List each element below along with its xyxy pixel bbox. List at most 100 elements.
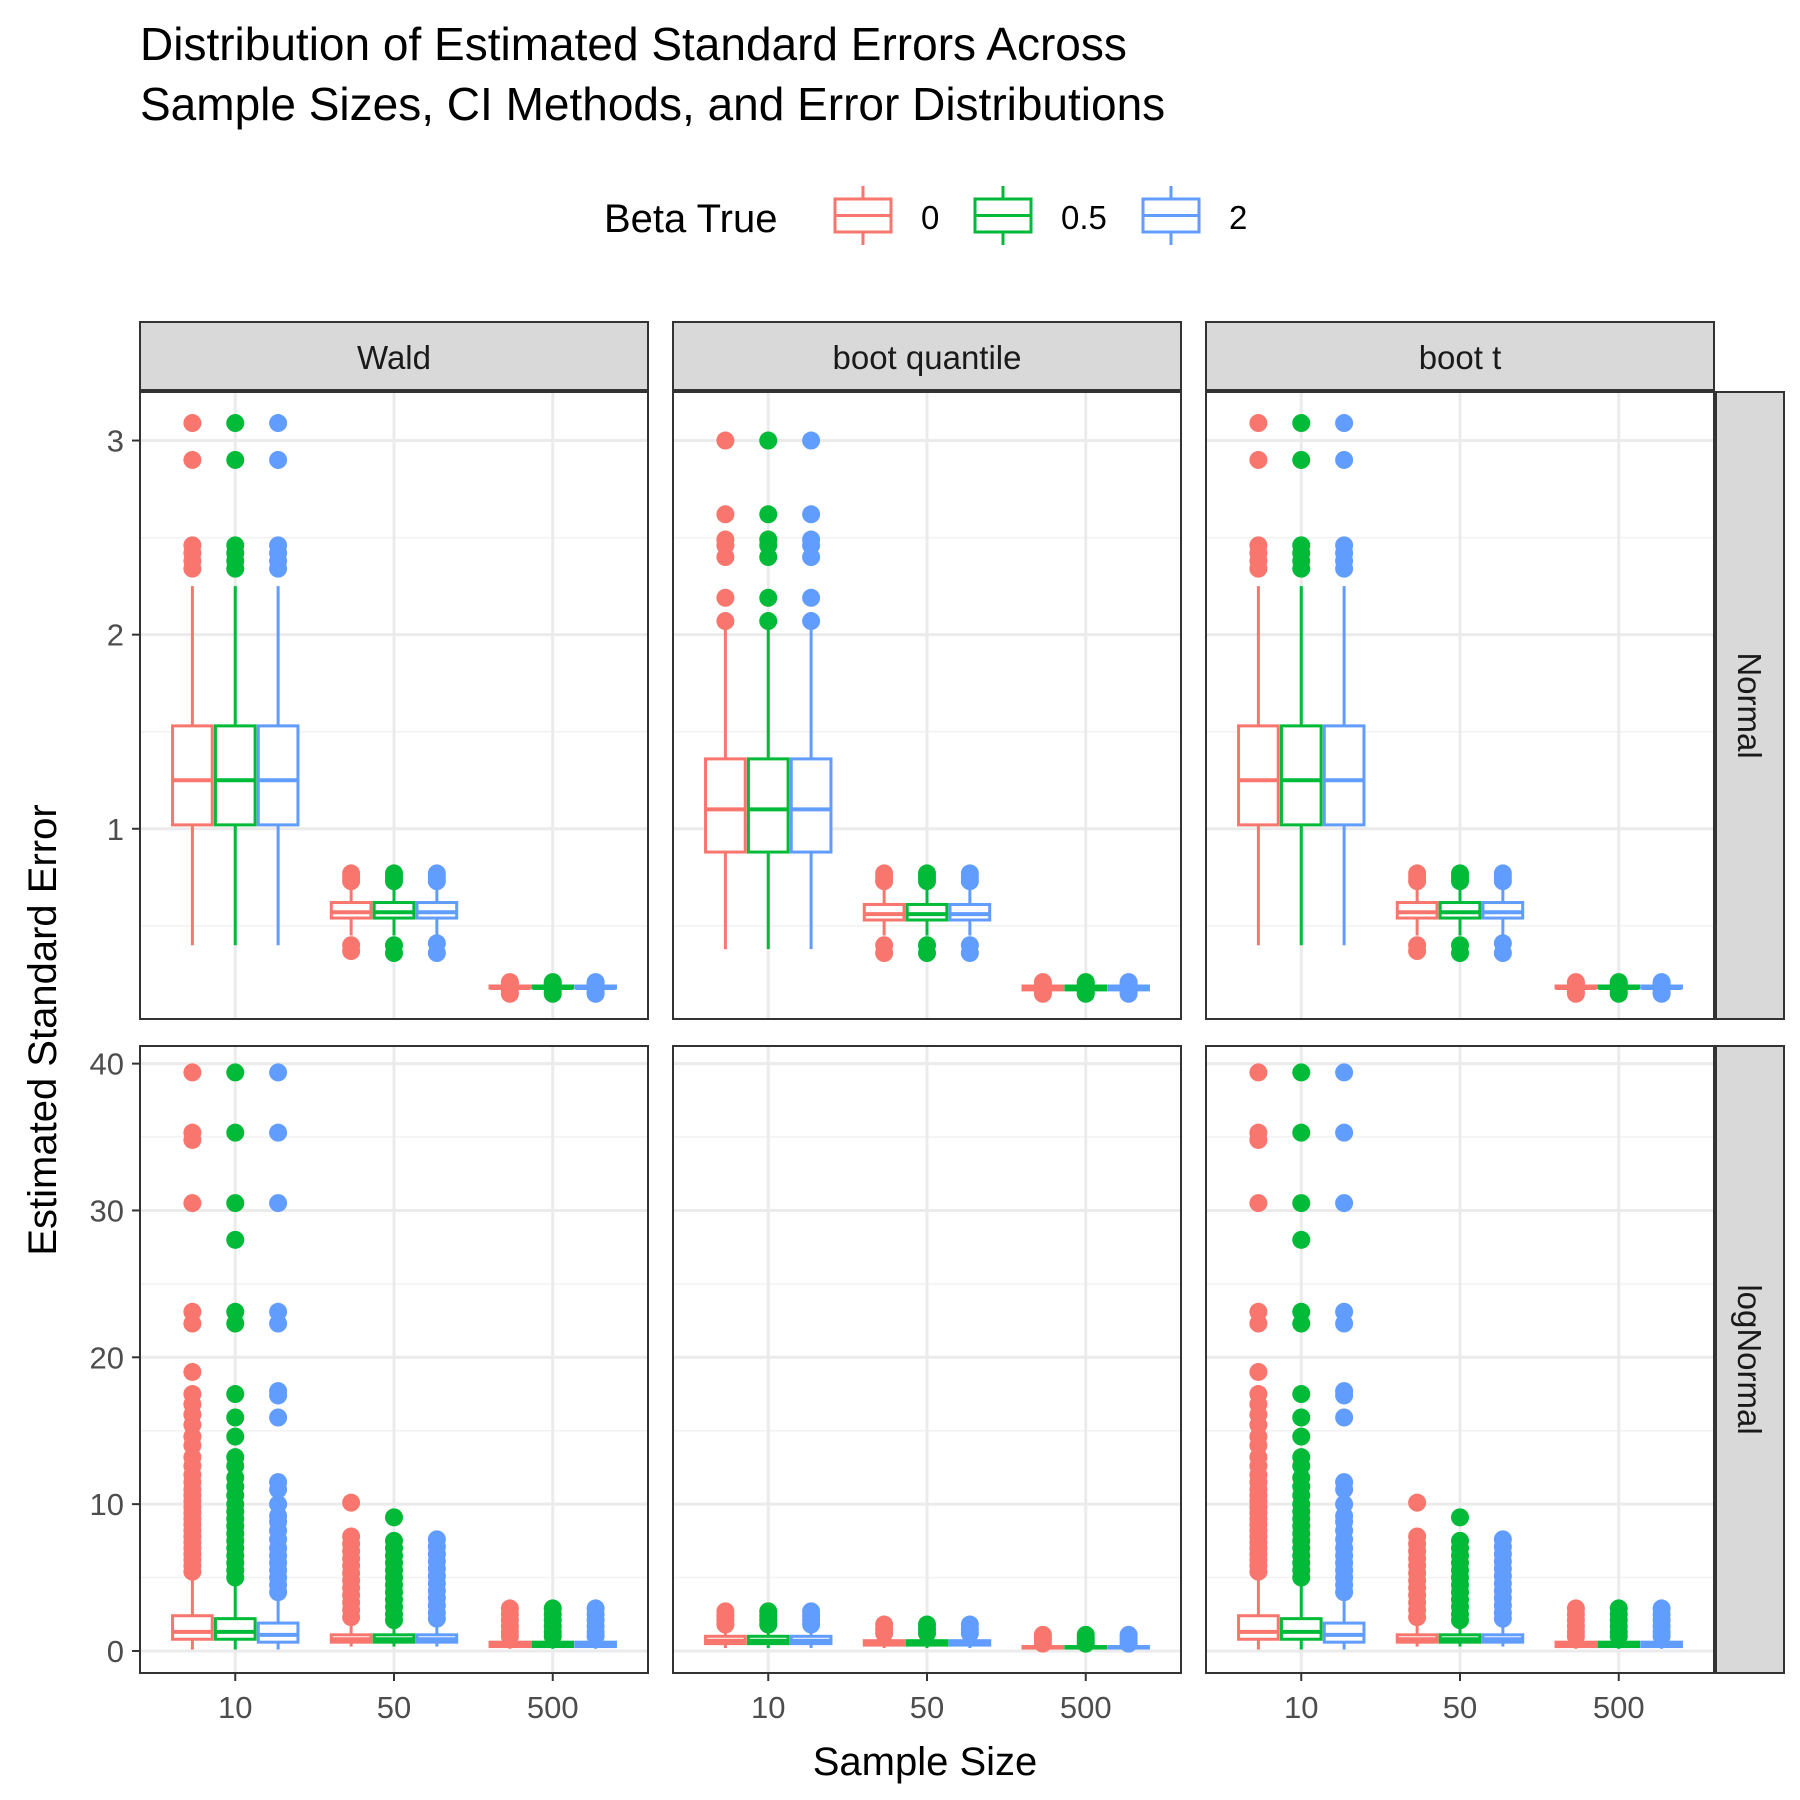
- outlier-point: [1292, 1063, 1311, 1082]
- boxplot-beta-0-5: [213, 1063, 257, 1650]
- box-group-n-10: [704, 431, 833, 950]
- outlier-point: [1249, 1362, 1268, 1381]
- boxplot-beta-0: [329, 1493, 373, 1647]
- outlier-point: [1292, 1408, 1311, 1427]
- box: [704, 757, 747, 854]
- outlier-point: [269, 1583, 288, 1602]
- x-tick-label: 500: [527, 1690, 579, 1725]
- outlier-point: [1451, 1508, 1469, 1527]
- outlier-point: [385, 944, 403, 962]
- boxplot-beta-0-5: [1279, 1063, 1323, 1650]
- outlier-point: [1493, 944, 1512, 962]
- outlier-point: [226, 1123, 245, 1142]
- panel-border: [139, 391, 649, 1020]
- facet-strip-wald: Wald: [139, 321, 649, 391]
- outlier-point: [1292, 1568, 1311, 1587]
- strip-label: boot quantile: [833, 339, 1022, 376]
- outlier-point: [1451, 1611, 1469, 1630]
- strip-background: [672, 321, 1182, 391]
- outlier-point: [1292, 1385, 1311, 1404]
- outlier-point: [1033, 984, 1052, 1003]
- boxplot-beta-2: [415, 864, 459, 962]
- box-group-n-50: [329, 864, 459, 962]
- boxplot-beta-0: [704, 1602, 747, 1649]
- outlier-point: [1566, 984, 1585, 1003]
- boxplot-beta-0-5: [905, 1615, 949, 1649]
- boxplot-beta-0: [171, 414, 214, 946]
- outlier-point: [1249, 450, 1268, 469]
- legend-entry-0-5: 0.5: [973, 186, 1107, 245]
- y-tick-label: 2: [107, 618, 124, 653]
- boxplot-beta-2: [256, 414, 300, 946]
- y-axis-lognormal: 0 10 20 30 40: [90, 1047, 140, 1669]
- outlier-point: [269, 1386, 288, 1405]
- box-group-n-10: [704, 1602, 833, 1649]
- outlier-point: [183, 1362, 202, 1381]
- panel-lognormal-boot-t: [1205, 1045, 1715, 1674]
- outlier-point: [716, 505, 735, 524]
- boxplot-beta-0-5: [372, 1508, 416, 1647]
- outlier-point: [960, 1624, 979, 1643]
- outlier-point: [1249, 1314, 1268, 1333]
- outlier-point: [1033, 1634, 1052, 1653]
- box: [1322, 1621, 1366, 1644]
- outlier-point: [183, 559, 202, 578]
- outlier-point: [1249, 559, 1268, 578]
- boxplot-beta-0-5: [213, 414, 257, 946]
- outlier-point: [342, 872, 361, 891]
- outlier-point: [1119, 1634, 1138, 1653]
- outlier-point: [500, 1627, 519, 1646]
- outlier-point: [226, 1385, 245, 1404]
- outlier-point: [183, 450, 202, 469]
- box-group-n-10: [171, 414, 300, 946]
- outlier-point: [269, 1314, 288, 1333]
- y-tick-label: 40: [90, 1047, 124, 1082]
- x-tick-label: 500: [1593, 1690, 1645, 1725]
- boxplot-beta-0-5: [1597, 1599, 1641, 1649]
- boxplot-beta-0: [862, 1615, 906, 1649]
- boxplot-beta-2: [1322, 414, 1366, 946]
- boxplot-beta-0-5: [1064, 973, 1108, 1003]
- boxplot-beta-0-5: [1597, 973, 1641, 1003]
- outlier-point: [1292, 559, 1311, 578]
- outlier-point: [1652, 984, 1671, 1003]
- boxplot-beta-2: [1107, 1625, 1150, 1653]
- box-group-n-10: [1237, 1063, 1366, 1650]
- outlier-point: [427, 1609, 446, 1628]
- boxplot-beta-2: [1481, 1530, 1525, 1647]
- boxplot-beta-2: [789, 1602, 833, 1649]
- outlier-point: [226, 1408, 245, 1427]
- outlier-point: [759, 548, 778, 566]
- strip-label: Wald: [357, 339, 431, 376]
- box: [1279, 1617, 1323, 1641]
- outlier-point: [875, 1624, 894, 1643]
- outlier-point: [342, 942, 361, 961]
- y-axis-normal: 1 2 3: [107, 424, 140, 847]
- strip-background: [1715, 391, 1785, 1020]
- boxplot-beta-2: [256, 1063, 300, 1650]
- box-group-n-500: [1021, 1625, 1150, 1653]
- box: [213, 724, 257, 827]
- legend-entry-2: 2: [1141, 186, 1247, 245]
- outlier-point: [226, 1314, 245, 1333]
- boxplot-beta-2: [1640, 1599, 1683, 1649]
- strip-background: [1715, 1045, 1785, 1674]
- outlier-point: [1335, 1408, 1354, 1427]
- boxplot-beta-0: [1237, 1063, 1280, 1650]
- box-group-n-500: [1554, 1599, 1683, 1649]
- strip-label: logNormal: [1731, 1284, 1768, 1434]
- facet-panels: Wald boot quantile boot t Normal 1 2 3 logNorma…: [90, 321, 1785, 1725]
- x-axis-boot-t: 10 50 500: [1284, 1673, 1645, 1725]
- outlier-point: [1335, 1123, 1354, 1142]
- outlier-point: [543, 1627, 562, 1646]
- outlier-point: [875, 872, 894, 891]
- boxplot-beta-0-5: [1064, 1625, 1108, 1653]
- outlier-point: [1076, 1634, 1095, 1653]
- box: [171, 724, 214, 827]
- y-tick-label: 0: [107, 1634, 124, 1669]
- box-group-n-50: [1395, 864, 1525, 962]
- legend-label: 0.5: [1061, 199, 1107, 236]
- outlier-point: [385, 872, 403, 891]
- boxplot-beta-0: [1395, 1493, 1439, 1647]
